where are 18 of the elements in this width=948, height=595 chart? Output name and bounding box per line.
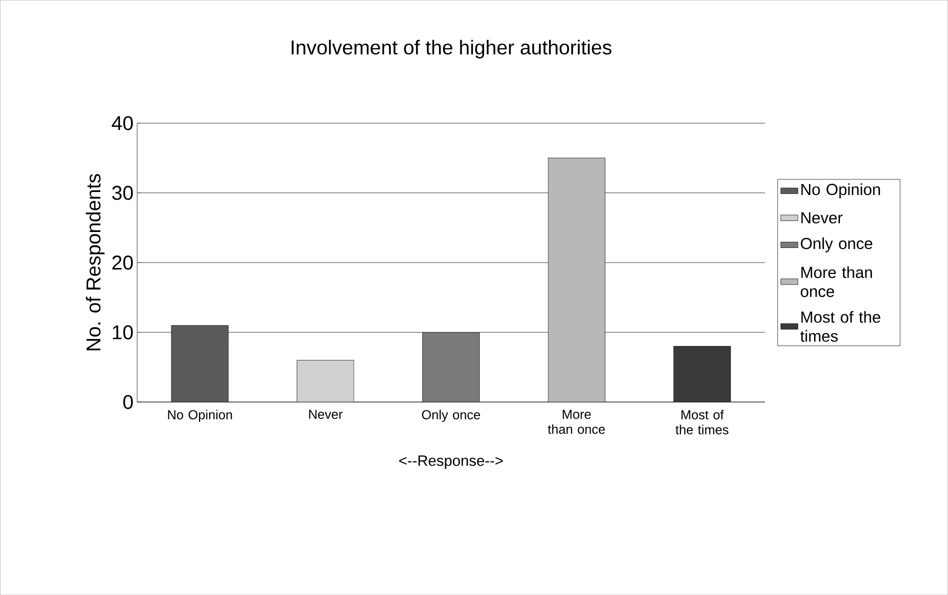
y-tick-label: 40 [112,116,133,130]
x-tick-label: Only once [422,410,480,422]
x-tick-label: Never [309,410,343,419]
x-tick-label: No Opinion [168,410,232,422]
y-tick-label: 0 [123,394,133,410]
x-tick-label: Most of the times [676,410,728,434]
y-tick-label: 10 [112,325,133,340]
chart-title: Involvement of the higher authorities [292,40,612,58]
x-axis-title: <--Response--> [399,455,503,469]
y-tick-label: 20 [112,255,133,270]
legend-label: Only once [800,237,872,252]
legend-label: Never [801,212,842,224]
y-axis-title: No. of Respondents [86,174,105,350]
y-tick-label: 30 [112,186,133,200]
legend-label: Most of the times [800,311,880,342]
x-tick-label: More than once [548,410,605,434]
legend-label: More than once [800,266,872,298]
legend-label: No Opinion [801,183,880,198]
